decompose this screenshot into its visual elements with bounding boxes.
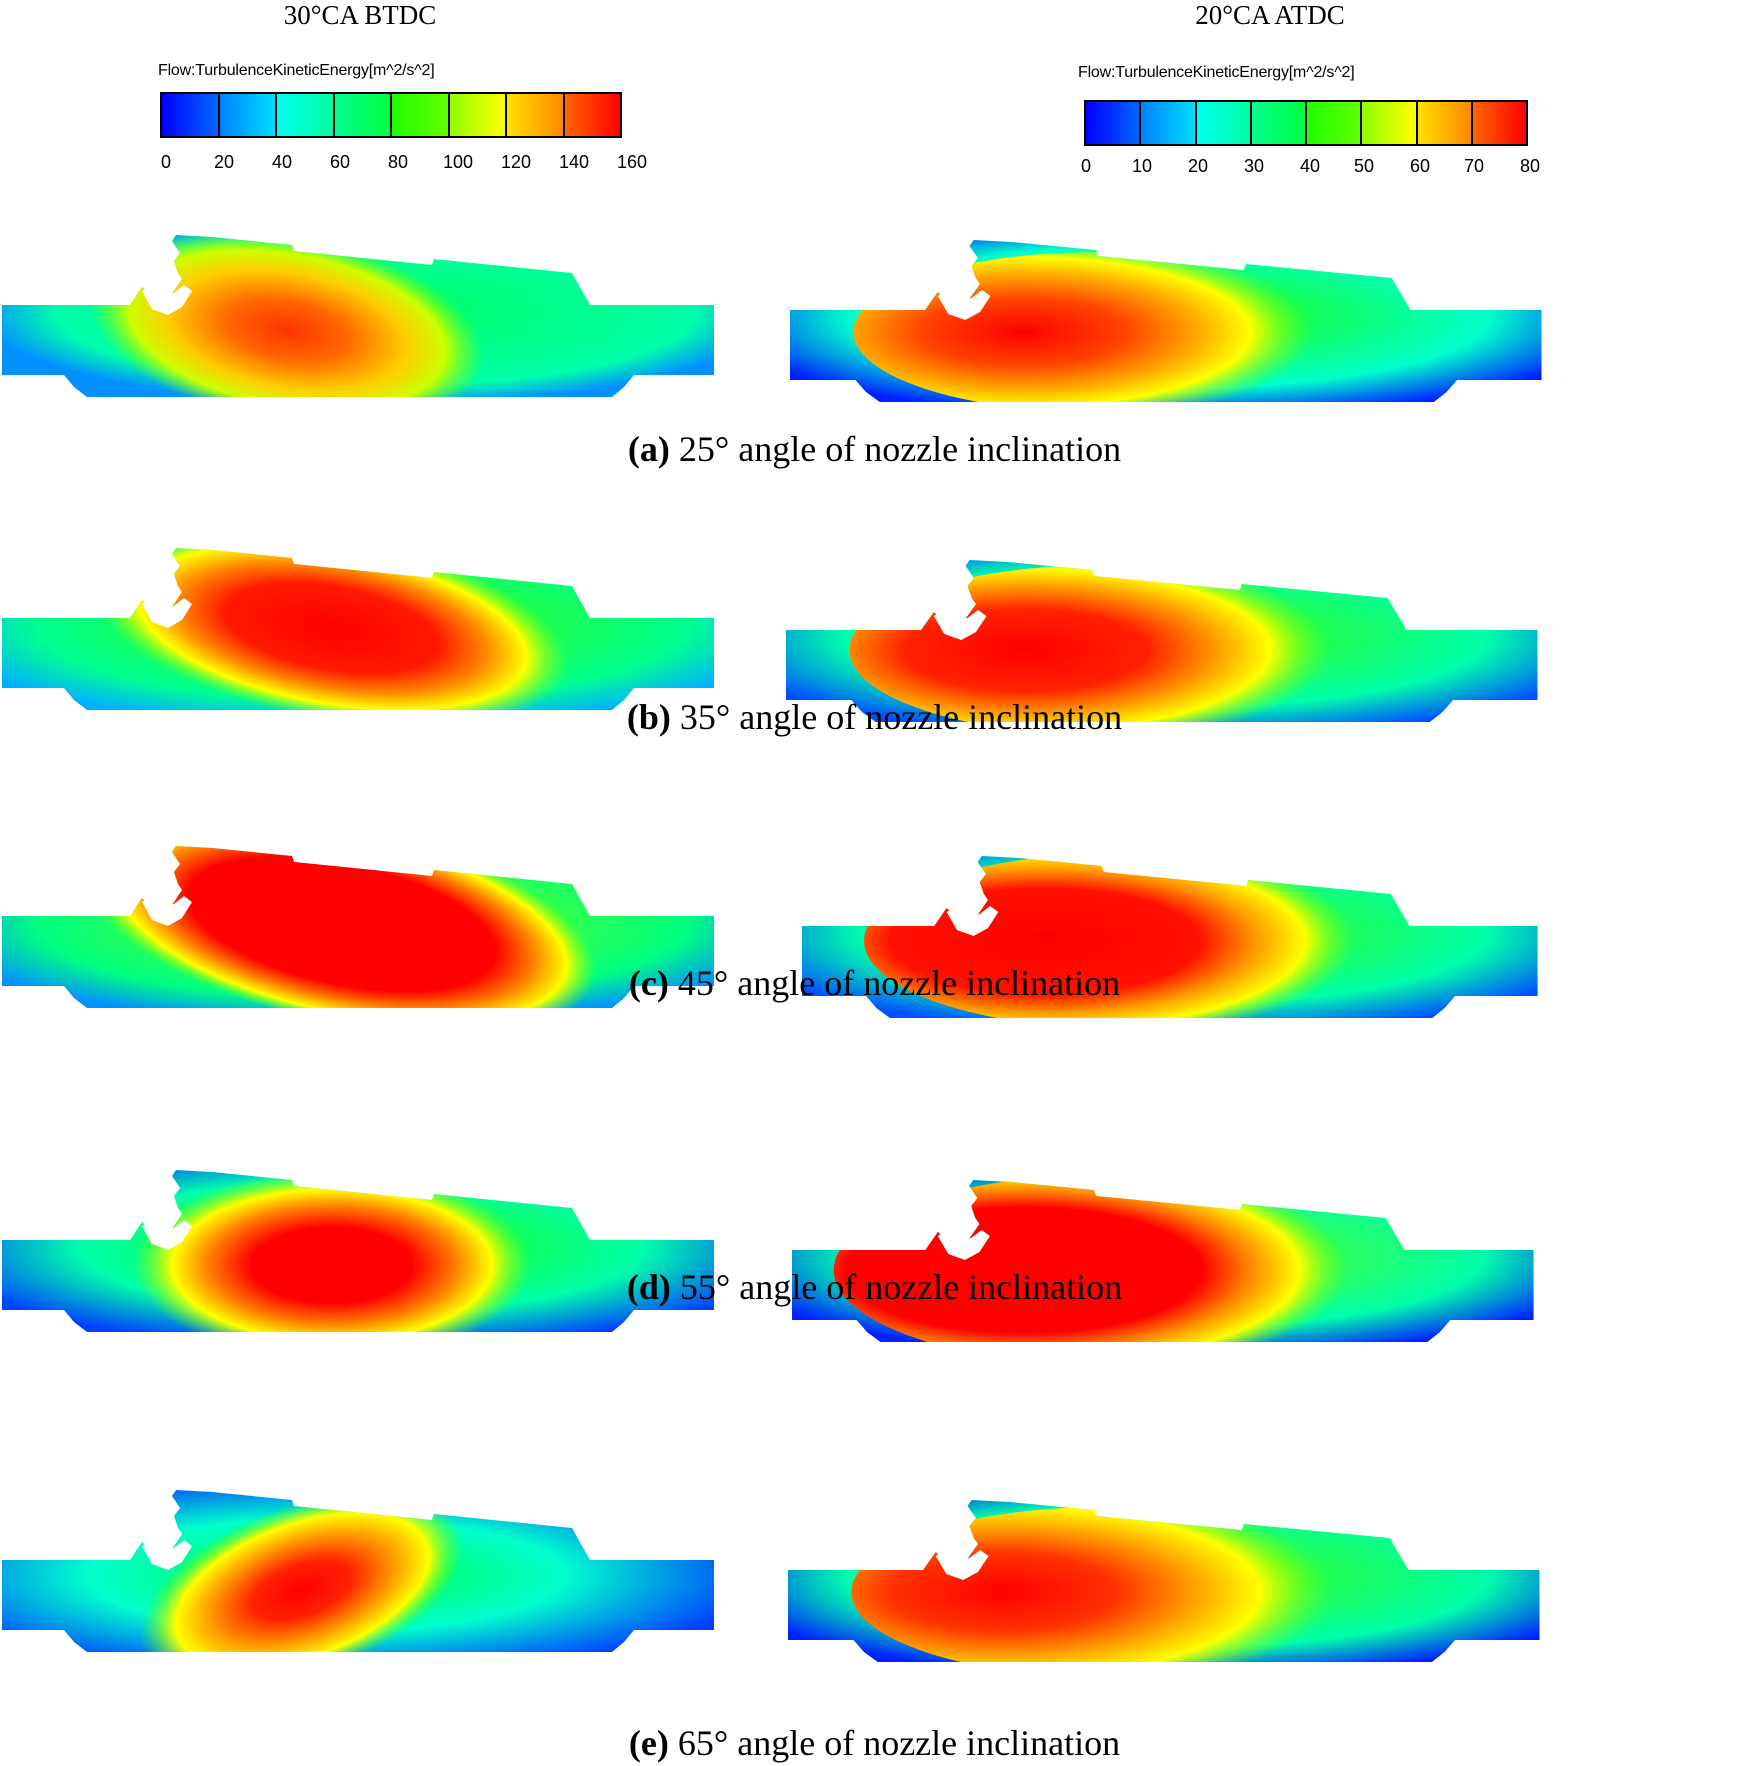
contour-panel-b-atdc	[786, 560, 1546, 730]
colorbar	[1084, 100, 1528, 146]
colorbar-segment	[449, 94, 507, 136]
caption-row-c: (c) 45° angle of nozzle inclination	[0, 962, 1749, 1004]
colorbar-tick: 100	[442, 152, 474, 172]
colorbar-tick: 10	[1131, 156, 1153, 176]
colorbar-segment	[1472, 102, 1526, 144]
column-title-atdc: 20°CA ATDC	[1195, 0, 1345, 30]
colorbar-tick: 40	[271, 152, 293, 172]
colorbar	[160, 92, 622, 138]
colorbar-segment	[392, 94, 450, 136]
caption-text: 45° angle of nozzle inclination	[668, 963, 1121, 1003]
colorbar-segment	[1417, 102, 1473, 144]
colorbar-segment	[507, 94, 565, 136]
caption-row-a: (a) 25° angle of nozzle inclination	[0, 428, 1749, 470]
caption-text: 35° angle of nozzle inclination	[670, 697, 1123, 737]
colorbar-segment	[162, 94, 220, 136]
caption-label: (d)	[626, 1267, 671, 1307]
colorbar-legend-btdc: Flow:TurbulenceKineticEnergy[m^2/s^2] 0 …	[158, 62, 647, 182]
colorbar-segment	[1307, 102, 1363, 144]
colorbar-tick: 60	[329, 152, 351, 172]
contour-panel-c-btdc	[2, 846, 722, 1016]
caption-label: (a)	[627, 429, 670, 469]
contour-panel-a-btdc	[2, 235, 722, 405]
caption-label: (c)	[628, 963, 669, 1003]
colorbar-tick: 40	[1299, 156, 1321, 176]
contour-panel-e-atdc	[788, 1500, 1548, 1670]
colorbar-tick: 80	[387, 152, 409, 172]
contour-panel-d-atdc	[792, 1180, 1542, 1350]
colorbar-segment	[334, 94, 392, 136]
colorbar-tick: 0	[160, 152, 172, 172]
contour-panel-c-atdc	[802, 856, 1546, 1026]
contour-panel-e-btdc	[2, 1490, 722, 1660]
colorbar-segment	[564, 94, 620, 136]
colorbar-segment	[1362, 102, 1418, 144]
colorbar-tick: 60	[1409, 156, 1431, 176]
caption-label: (e)	[628, 1723, 669, 1763]
colorbar-tick: 70	[1463, 156, 1485, 176]
colorbar-title: Flow:TurbulenceKineticEnergy[m^2/s^2]	[158, 62, 435, 79]
caption-row-b: (b) 35° angle of nozzle inclination	[0, 696, 1749, 738]
colorbar-segment	[1086, 102, 1142, 144]
caption-text: 65° angle of nozzle inclination	[668, 1723, 1121, 1763]
colorbar-tick: 20	[213, 152, 235, 172]
colorbar-tick: 80	[1519, 156, 1541, 176]
contour-panel-d-btdc	[2, 1170, 722, 1340]
colorbar-tick: 20	[1187, 156, 1209, 176]
colorbar-tick: 0	[1080, 156, 1092, 176]
caption-row-e: (e) 65° angle of nozzle inclination	[0, 1722, 1749, 1764]
caption-label: (b)	[626, 697, 671, 737]
colorbar-segment	[1196, 102, 1252, 144]
caption-text: 55° angle of nozzle inclination	[670, 1267, 1123, 1307]
contour-panel-b-btdc	[2, 548, 722, 718]
colorbar-segment	[277, 94, 335, 136]
colorbar-segment	[1251, 102, 1307, 144]
colorbar-legend-atdc: Flow:TurbulenceKineticEnergy[m^2/s^2] 0 …	[1078, 64, 1558, 184]
colorbar-segment	[219, 94, 277, 136]
column-title-btdc: 30°CA BTDC	[283, 0, 437, 30]
colorbar-segment	[1141, 102, 1197, 144]
colorbar-tick: 50	[1353, 156, 1375, 176]
colorbar-title: Flow:TurbulenceKineticEnergy[m^2/s^2]	[1078, 64, 1355, 81]
caption-row-d: (d) 55° angle of nozzle inclination	[0, 1266, 1749, 1308]
colorbar-tick: 30	[1243, 156, 1265, 176]
colorbar-tick: 120	[500, 152, 532, 172]
caption-text: 25° angle of nozzle inclination	[669, 429, 1122, 469]
contour-panel-a-atdc	[790, 240, 1550, 410]
colorbar-tick: 140	[558, 152, 590, 172]
colorbar-tick: 160	[616, 152, 648, 172]
